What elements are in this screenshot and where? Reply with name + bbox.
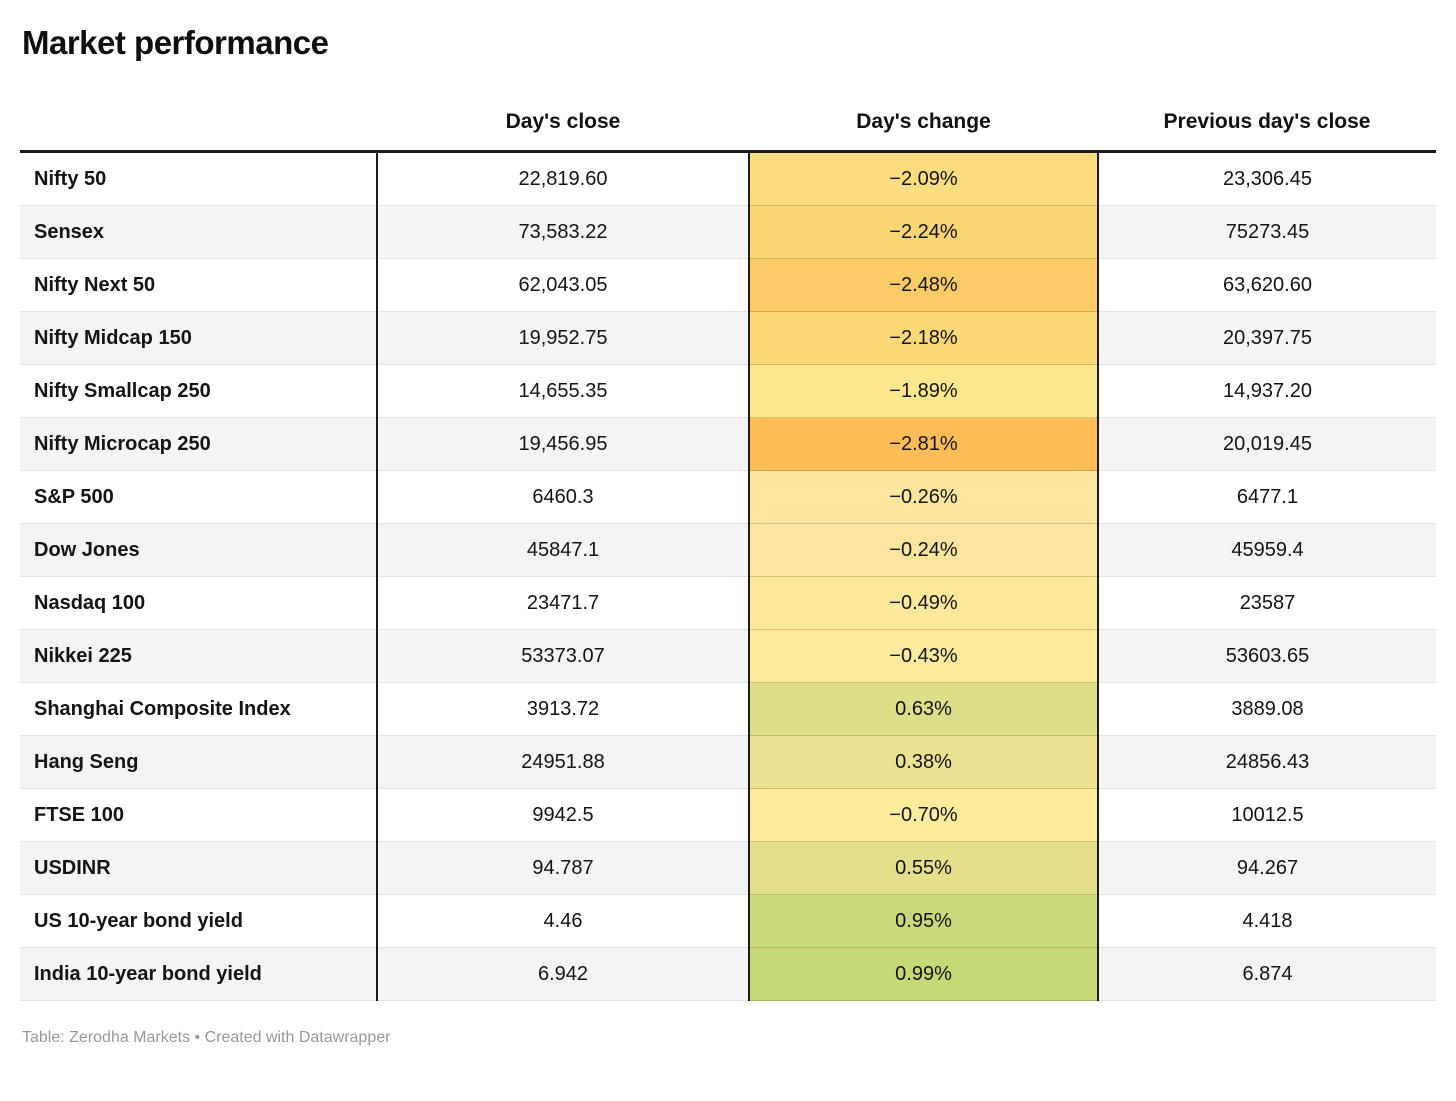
days-close-value: 53373.07 — [377, 629, 750, 683]
previous-close-value: 23587 — [1098, 576, 1436, 630]
table-header: Day's close Day's change Previous day's … — [20, 110, 1436, 153]
table-row: Nifty Midcap 150 19,952.75 −2.18% 20,397… — [20, 311, 1436, 365]
instrument-label: Nasdaq 100 — [20, 576, 378, 630]
table-row: Nifty Smallcap 250 14,655.35 −1.89% 14,9… — [20, 364, 1436, 418]
days-close-value: 94.787 — [377, 841, 750, 895]
days-change-value: −0.43% — [749, 629, 1099, 683]
table-row: USDINR 94.787 0.55% 94.267 — [20, 841, 1436, 895]
table-row: India 10-year bond yield 6.942 0.99% 6.8… — [20, 947, 1436, 1001]
header-row: Day's close Day's change Previous day's … — [20, 110, 1436, 153]
previous-close-value: 6477.1 — [1098, 470, 1436, 524]
instrument-label: Nikkei 225 — [20, 629, 378, 683]
days-change-value: −0.24% — [749, 523, 1099, 577]
days-close-value: 22,819.60 — [377, 151, 750, 206]
days-change-value: −2.24% — [749, 205, 1099, 259]
days-change-value: −2.09% — [749, 151, 1099, 206]
previous-close-value: 45959.4 — [1098, 523, 1436, 577]
days-close-value: 73,583.22 — [377, 205, 750, 259]
column-header-days-change: Day's change — [749, 110, 1098, 153]
table-row: S&P 500 6460.3 −0.26% 6477.1 — [20, 470, 1436, 524]
instrument-label: Nifty Smallcap 250 — [20, 364, 378, 418]
instrument-label: India 10-year bond yield — [20, 947, 378, 1001]
days-change-value: 0.55% — [749, 841, 1099, 895]
column-header-previous-close: Previous day's close — [1098, 110, 1436, 153]
attribution-footer: Table: Zerodha Markets • Created with Da… — [22, 1029, 391, 1046]
days-close-value: 14,655.35 — [377, 364, 750, 418]
table-row: FTSE 100 9942.5 −0.70% 10012.5 — [20, 788, 1436, 842]
days-close-value: 62,043.05 — [377, 258, 750, 312]
days-close-value: 3913.72 — [377, 682, 750, 736]
column-header-days-close: Day's close — [377, 110, 749, 153]
days-change-value: −0.70% — [749, 788, 1099, 842]
table-row: Hang Seng 24951.88 0.38% 24856.43 — [20, 735, 1436, 789]
days-change-value: 0.63% — [749, 682, 1099, 736]
days-close-value: 6.942 — [377, 947, 750, 1001]
instrument-label: Nifty Next 50 — [20, 258, 378, 312]
previous-close-value: 23,306.45 — [1098, 151, 1436, 206]
instrument-label: FTSE 100 — [20, 788, 378, 842]
page-title: Market performance — [22, 24, 329, 61]
days-change-value: −0.49% — [749, 576, 1099, 630]
instrument-label: Hang Seng — [20, 735, 378, 789]
days-close-value: 4.46 — [377, 894, 750, 948]
days-close-value: 23471.7 — [377, 576, 750, 630]
table-row: Sensex 73,583.22 −2.24% 75273.45 — [20, 205, 1436, 259]
previous-close-value: 10012.5 — [1098, 788, 1436, 842]
previous-close-value: 20,397.75 — [1098, 311, 1436, 365]
instrument-label: Shanghai Composite Index — [20, 682, 378, 736]
instrument-label: S&P 500 — [20, 470, 378, 524]
table-row: Dow Jones 45847.1 −0.24% 45959.4 — [20, 523, 1436, 577]
column-header-empty — [20, 110, 377, 153]
days-change-value: −2.48% — [749, 258, 1099, 312]
table-row: Nifty 50 22,819.60 −2.09% 23,306.45 — [20, 151, 1436, 206]
days-change-value: −2.81% — [749, 417, 1099, 471]
table-row: Nikkei 225 53373.07 −0.43% 53603.65 — [20, 629, 1436, 683]
days-change-value: −1.89% — [749, 364, 1099, 418]
instrument-label: Nifty Microcap 250 — [20, 417, 378, 471]
instrument-label: Sensex — [20, 205, 378, 259]
previous-close-value: 20,019.45 — [1098, 417, 1436, 471]
table-row: Nasdaq 100 23471.7 −0.49% 23587 — [20, 576, 1436, 630]
previous-close-value: 53603.65 — [1098, 629, 1436, 683]
instrument-label: Dow Jones — [20, 523, 378, 577]
instrument-label: Nifty Midcap 150 — [20, 311, 378, 365]
days-close-value: 24951.88 — [377, 735, 750, 789]
table-body: Nifty 50 22,819.60 −2.09% 23,306.45 Sens… — [20, 151, 1436, 1001]
previous-close-value: 14,937.20 — [1098, 364, 1436, 418]
instrument-label: US 10-year bond yield — [20, 894, 378, 948]
table-row: Nifty Microcap 250 19,456.95 −2.81% 20,0… — [20, 417, 1436, 471]
previous-close-value: 75273.45 — [1098, 205, 1436, 259]
previous-close-value: 4.418 — [1098, 894, 1436, 948]
days-change-value: 0.99% — [749, 947, 1099, 1001]
instrument-label: USDINR — [20, 841, 378, 895]
days-change-value: −2.18% — [749, 311, 1099, 365]
previous-close-value: 6.874 — [1098, 947, 1436, 1001]
market-performance-table: Day's close Day's change Previous day's … — [20, 110, 1436, 1001]
table-row: Shanghai Composite Index 3913.72 0.63% 3… — [20, 682, 1436, 736]
days-close-value: 45847.1 — [377, 523, 750, 577]
days-change-value: 0.95% — [749, 894, 1099, 948]
days-close-value: 6460.3 — [377, 470, 750, 524]
previous-close-value: 3889.08 — [1098, 682, 1436, 736]
days-close-value: 9942.5 — [377, 788, 750, 842]
instrument-label: Nifty 50 — [20, 151, 378, 206]
table-row: Nifty Next 50 62,043.05 −2.48% 63,620.60 — [20, 258, 1436, 312]
previous-close-value: 94.267 — [1098, 841, 1436, 895]
table-row: US 10-year bond yield 4.46 0.95% 4.418 — [20, 894, 1436, 948]
days-change-value: 0.38% — [749, 735, 1099, 789]
days-change-value: −0.26% — [749, 470, 1099, 524]
previous-close-value: 24856.43 — [1098, 735, 1436, 789]
previous-close-value: 63,620.60 — [1098, 258, 1436, 312]
days-close-value: 19,952.75 — [377, 311, 750, 365]
days-close-value: 19,456.95 — [377, 417, 750, 471]
